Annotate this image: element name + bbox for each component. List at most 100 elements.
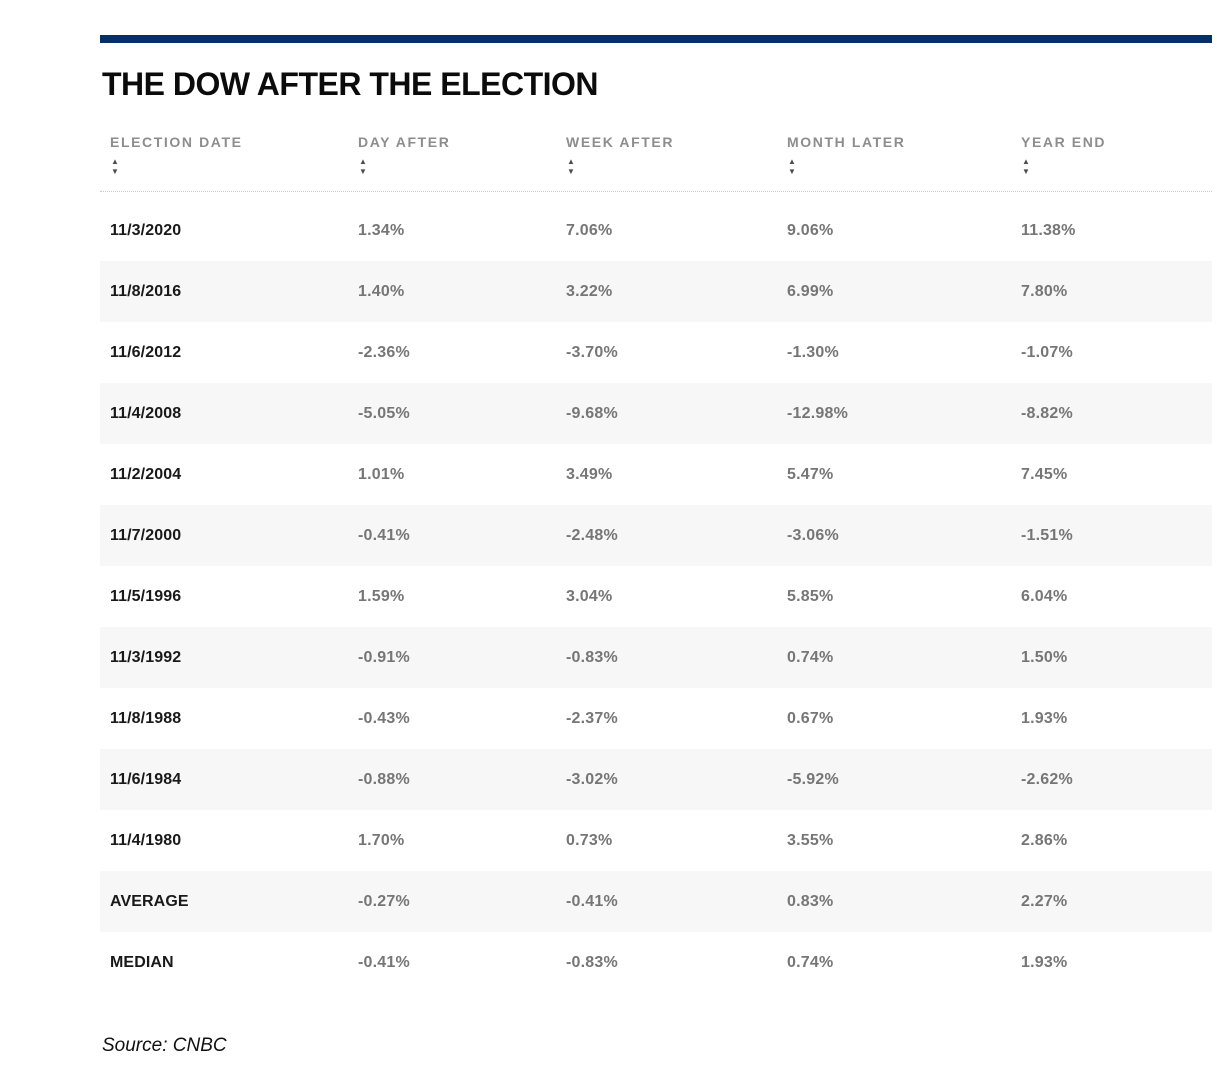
row-value-cell: 3.49% [566,465,613,483]
dow-after-election-table: ELECTION DATE ▲ ▼ DAY AFTER ▲ ▼ WEEK AFT… [100,134,1212,993]
table-row: 11/3/1992 -0.91% -0.83% 0.74% 1.50% [100,627,1212,688]
sort-control[interactable]: ▲ ▼ [1022,157,1030,177]
content-container: THE DOW AFTER THE ELECTION ELECTION DATE… [100,35,1212,1057]
sort-asc-icon[interactable]: ▲ [788,157,796,166]
row-value-cell: 6.04% [1021,587,1068,605]
column-header-election-date[interactable]: ELECTION DATE ▲ ▼ [100,134,348,191]
column-header-week-after[interactable]: WEEK AFTER ▲ ▼ [556,134,777,191]
row-value-cell: 3.55% [787,831,834,849]
table-row: 11/6/2012 -2.36% -3.70% -1.30% -1.07% [100,322,1212,383]
row-value-cell: -0.41% [566,892,618,910]
row-value-cell: 9.06% [787,221,834,239]
sort-desc-icon[interactable]: ▼ [788,167,796,176]
sort-control[interactable]: ▲ ▼ [567,157,575,177]
table-row: 11/4/1980 1.70% 0.73% 3.55% 2.86% [100,810,1212,871]
table-header-row: ELECTION DATE ▲ ▼ DAY AFTER ▲ ▼ WEEK AFT… [100,134,1212,192]
row-value-cell: 0.74% [787,648,834,666]
row-value-cell: -1.07% [1021,343,1073,361]
row-value-cell: -0.91% [358,648,410,666]
row-value-cell: 1.93% [1021,709,1068,727]
sort-desc-icon[interactable]: ▼ [1022,167,1030,176]
column-header-year-end[interactable]: YEAR END ▲ ▼ [1011,134,1212,191]
row-value-cell: 0.83% [787,892,834,910]
row-value-cell: 11.38% [1021,221,1076,239]
table-row: 11/8/2016 1.40% 3.22% 6.99% 7.80% [100,261,1212,322]
row-value-cell: -1.30% [787,343,839,361]
row-label-cell: AVERAGE [110,892,189,910]
table-row: 11/8/1988 -0.43% -2.37% 0.67% 1.93% [100,688,1212,749]
row-label-cell: 11/8/1988 [110,709,182,727]
row-value-cell: 1.40% [358,282,405,300]
sort-desc-icon[interactable]: ▼ [111,167,119,176]
row-value-cell: -0.41% [358,526,410,544]
table-row: 11/2/2004 1.01% 3.49% 5.47% 7.45% [100,444,1212,505]
sort-asc-icon[interactable]: ▲ [111,157,119,166]
sort-asc-icon[interactable]: ▲ [1022,157,1030,166]
row-label-cell: 11/2/2004 [110,465,182,483]
table-row: 11/3/2020 1.34% 7.06% 9.06% 11.38% [100,200,1212,261]
row-value-cell: 1.93% [1021,953,1068,971]
row-value-cell: 3.04% [566,587,613,605]
row-value-cell: -2.48% [566,526,618,544]
column-header-month-later[interactable]: MONTH LATER ▲ ▼ [777,134,1011,191]
row-value-cell: -12.98% [787,404,848,422]
row-label-cell: 11/5/1996 [110,587,182,605]
row-value-cell: 1.01% [358,465,405,483]
row-label-cell: 11/4/2008 [110,404,182,422]
row-value-cell: 1.50% [1021,648,1068,666]
row-value-cell: 0.73% [566,831,613,849]
row-value-cell: -3.06% [787,526,839,544]
row-value-cell: 3.22% [566,282,613,300]
sort-asc-icon[interactable]: ▲ [359,157,367,166]
table-row: 11/4/2008 -5.05% -9.68% -12.98% -8.82% [100,383,1212,444]
row-value-cell: -0.83% [566,648,618,666]
sort-desc-icon[interactable]: ▼ [359,167,367,176]
row-label-cell: MEDIAN [110,953,174,971]
row-label-cell: 11/3/2020 [110,221,182,239]
source-note: Source: CNBC [102,1035,227,1056]
row-label-cell: 11/6/2012 [110,343,182,361]
row-value-cell: 7.45% [1021,465,1068,483]
row-value-cell: -5.05% [358,404,410,422]
column-header-label: WEEK AFTER [566,134,675,150]
row-label-cell: 11/8/2016 [110,282,182,300]
sort-asc-icon[interactable]: ▲ [567,157,575,166]
row-label-cell: 11/3/1992 [110,648,182,666]
row-value-cell: 5.47% [787,465,834,483]
column-header-label: MONTH LATER [787,134,906,150]
sort-control[interactable]: ▲ ▼ [359,157,367,177]
row-value-cell: -0.88% [358,770,410,788]
row-value-cell: 2.27% [1021,892,1068,910]
row-value-cell: -0.41% [358,953,410,971]
row-value-cell: -2.36% [358,343,410,361]
row-value-cell: 5.85% [787,587,834,605]
row-value-cell: -2.62% [1021,770,1073,788]
row-value-cell: -1.51% [1021,526,1073,544]
row-value-cell: -3.02% [566,770,618,788]
row-value-cell: -3.70% [566,343,618,361]
column-header-label: YEAR END [1021,134,1107,150]
row-value-cell: -0.27% [358,892,410,910]
row-value-cell: 6.99% [787,282,834,300]
row-value-cell: 1.59% [358,587,405,605]
table-row: MEDIAN -0.41% -0.83% 0.74% 1.93% [100,932,1212,993]
row-value-cell: 0.67% [787,709,834,727]
row-value-cell: -0.83% [566,953,618,971]
row-value-cell: 0.74% [787,953,834,971]
accent-bar [100,35,1212,43]
row-value-cell: 7.06% [566,221,613,239]
row-label-cell: 11/4/1980 [110,831,182,849]
table-body: 11/3/2020 1.34% 7.06% 9.06% 11.38% 11/8/2016 1… [100,200,1212,993]
row-value-cell: -5.92% [787,770,839,788]
sort-desc-icon[interactable]: ▼ [567,167,575,176]
table-row: 11/7/2000 -0.41% -2.48% -3.06% -1.51% [100,505,1212,566]
sort-control[interactable]: ▲ ▼ [788,157,796,177]
table-row: AVERAGE -0.27% -0.41% 0.83% 2.27% [100,871,1212,932]
row-label-cell: 11/7/2000 [110,526,182,544]
row-value-cell: 1.34% [358,221,405,239]
column-header-label: ELECTION DATE [110,134,243,150]
sort-control[interactable]: ▲ ▼ [111,157,119,177]
column-header-label: DAY AFTER [358,134,451,150]
row-value-cell: -0.43% [358,709,410,727]
column-header-day-after[interactable]: DAY AFTER ▲ ▼ [348,134,556,191]
